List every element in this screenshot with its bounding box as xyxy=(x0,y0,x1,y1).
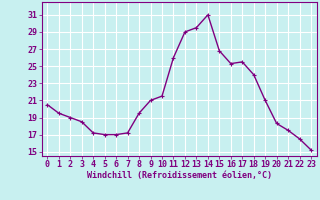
X-axis label: Windchill (Refroidissement éolien,°C): Windchill (Refroidissement éolien,°C) xyxy=(87,171,272,180)
